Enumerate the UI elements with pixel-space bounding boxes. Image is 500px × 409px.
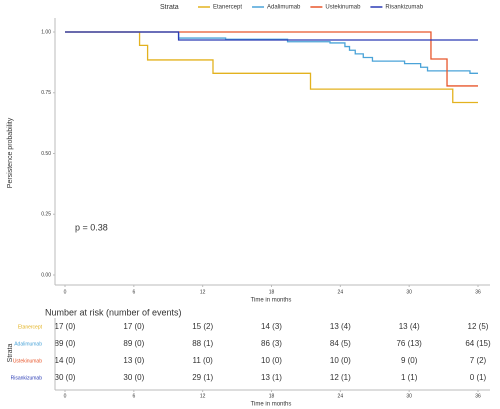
- x-axis-label: Time in months: [251, 298, 292, 304]
- legend-label: Ustekinumab: [325, 5, 361, 11]
- risk-cell: 30 (0): [55, 373, 76, 382]
- y-tick-label: 0.00: [41, 272, 51, 278]
- risk-cell: 89 (0): [55, 339, 76, 348]
- legend-label: Adalimumab: [267, 5, 301, 11]
- risk-cell: 14 (3): [261, 322, 282, 331]
- risk-cell: 13 (4): [399, 322, 420, 331]
- table-x-tick-label: 6: [132, 393, 135, 399]
- table-x-tick-label: 36: [475, 393, 481, 399]
- annotation: p = 0.38: [75, 222, 108, 232]
- table-x-tick-label: 0: [64, 393, 67, 399]
- risk-cell: 89 (0): [123, 339, 144, 348]
- km-curve: [65, 31, 478, 74]
- risk-cell: 84 (5): [330, 339, 351, 348]
- risk-cell: 15 (2): [192, 322, 213, 331]
- x-tick-label: 6: [132, 289, 135, 295]
- table-x-tick-label: 24: [338, 393, 344, 399]
- legend-label: Risankizumab: [385, 5, 423, 11]
- risk-cell: 12 (1): [330, 373, 351, 382]
- risk-cell: 30 (0): [123, 373, 144, 382]
- x-tick-label: 12: [200, 289, 206, 295]
- table-x-tick-label: 18: [269, 393, 275, 399]
- table-x-tick-label: 30: [406, 393, 412, 399]
- risk-cell: 86 (3): [261, 339, 282, 348]
- risk-cell: 17 (0): [123, 322, 144, 331]
- table-x-label: Time in months: [251, 402, 292, 408]
- x-tick-label: 36: [475, 289, 481, 295]
- y-tick-label: 0.50: [41, 151, 51, 157]
- risk-cell: 11 (0): [193, 356, 214, 365]
- risk-cell: 88 (1): [192, 339, 213, 348]
- row-label: Etanercept: [18, 324, 43, 330]
- x-tick-label: 24: [338, 289, 344, 295]
- x-tick-label: 18: [269, 289, 275, 295]
- risk-cell: 17 (0): [55, 322, 76, 331]
- table-y-label: Strata: [7, 344, 14, 363]
- risk-cell: 10 (0): [330, 356, 351, 365]
- risk-cell: 29 (1): [192, 373, 213, 382]
- y-tick-label: 1.00: [41, 29, 51, 35]
- risk-cell: 76 (13): [396, 339, 422, 348]
- risk-cell: 14 (0): [55, 356, 76, 365]
- km-curve: [65, 31, 478, 41]
- risk-cell: 7 (2): [470, 356, 487, 365]
- risk-cell: 64 (15): [465, 339, 491, 348]
- y-tick-label: 0.75: [41, 90, 51, 96]
- table-x-tick-label: 12: [200, 393, 206, 399]
- km-curve: [65, 31, 478, 87]
- y-axis-label: Persistence probability: [7, 117, 14, 188]
- risk-cell: 1 (1): [401, 373, 418, 382]
- risk-cell: 13 (4): [330, 322, 351, 331]
- x-tick-label: 30: [406, 289, 412, 295]
- legend-label: Etanercept: [213, 5, 242, 11]
- table-title: Number at risk (number of events): [45, 307, 182, 317]
- row-label: Risankizumab: [11, 375, 43, 381]
- row-label: Adalimumab: [14, 341, 42, 347]
- risk-cell: 0 (1): [470, 373, 487, 382]
- risk-cell: 12 (5): [468, 322, 489, 331]
- risk-cell: 10 (0): [261, 356, 282, 365]
- risk-cell: 13 (0): [123, 356, 144, 365]
- km-curve: [65, 31, 478, 104]
- risk-cell: 13 (1): [261, 373, 282, 382]
- x-tick-label: 0: [64, 289, 67, 295]
- legend-title: Strata: [160, 4, 179, 11]
- y-tick-label: 0.25: [41, 212, 51, 218]
- risk-cell: 9 (0): [401, 356, 418, 365]
- row-label: Ustekinumab: [13, 358, 42, 364]
